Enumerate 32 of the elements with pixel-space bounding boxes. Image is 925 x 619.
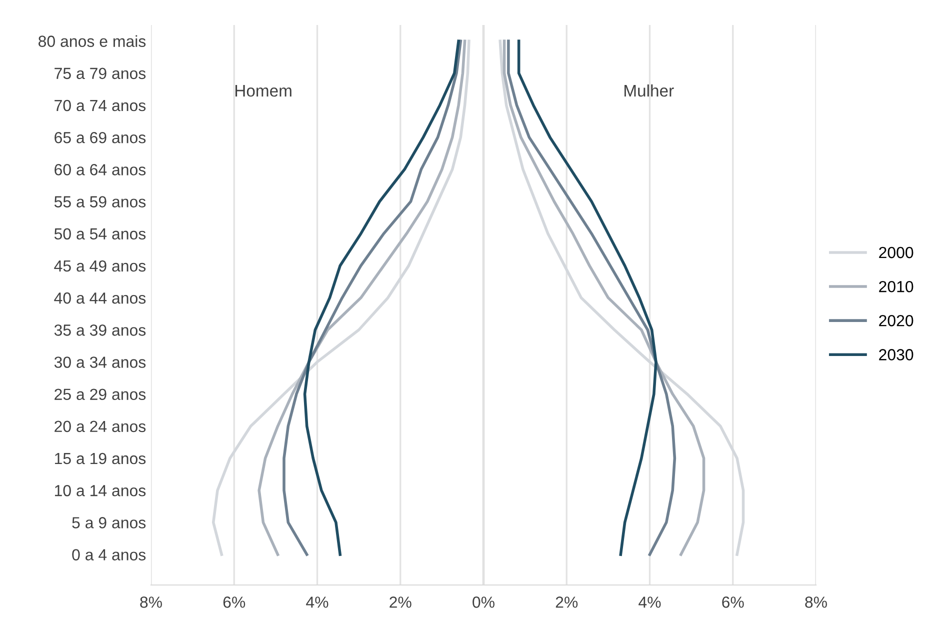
x-tick-label: 2% bbox=[390, 596, 412, 608]
annotation: Homem bbox=[235, 85, 292, 97]
y-tick-label: 75 a 79 anos bbox=[54, 68, 146, 80]
y-tick-label: 80 anos e mais bbox=[38, 35, 146, 47]
y-tick-label: 45 a 49 anos bbox=[54, 260, 146, 272]
y-tick-label: 70 a 74 anos bbox=[54, 100, 146, 112]
x-tick-label: 8% bbox=[140, 596, 162, 608]
legend-label: 2020 bbox=[879, 315, 914, 326]
y-tick-label: 40 a 44 anos bbox=[54, 292, 146, 304]
x-tick-label: 8% bbox=[805, 596, 827, 608]
y-tick-label: 65 a 69 anos bbox=[54, 132, 146, 144]
legend-label: 2010 bbox=[879, 280, 914, 292]
annotation: Mulher bbox=[624, 84, 674, 97]
x-tick-label: 6% bbox=[722, 596, 744, 608]
x-tick-label: 6% bbox=[223, 596, 246, 608]
x-tick-label: 4% bbox=[306, 596, 328, 608]
x-tick-label: 0% bbox=[472, 596, 494, 608]
y-tick-label: 10 a 14 anos bbox=[55, 484, 146, 496]
y-tick-label: 35 a 39 anos bbox=[54, 324, 146, 336]
y-tick-label: 5 a 9 anos bbox=[72, 517, 146, 528]
y-tick-label: 30 a 34 anos bbox=[54, 356, 146, 368]
y-tick-label: 50 a 54 anos bbox=[54, 228, 146, 240]
y-tick-label: 15 a 19 anos bbox=[55, 452, 146, 464]
y-tick-label: 60 a 64 anos bbox=[54, 164, 146, 176]
x-tick-label: 4% bbox=[638, 596, 661, 608]
y-tick-label: 20 a 24 anos bbox=[54, 420, 146, 432]
x-tick-label: 2% bbox=[556, 596, 578, 608]
y-tick-label: 25 a 29 anos bbox=[54, 388, 146, 400]
legend-label: 2030 bbox=[879, 349, 914, 360]
y-tick-label: 0 a 4 anos bbox=[72, 549, 146, 560]
legend-label: 2000 bbox=[879, 246, 914, 258]
y-tick-label: 55 a 59 anos bbox=[54, 196, 146, 208]
